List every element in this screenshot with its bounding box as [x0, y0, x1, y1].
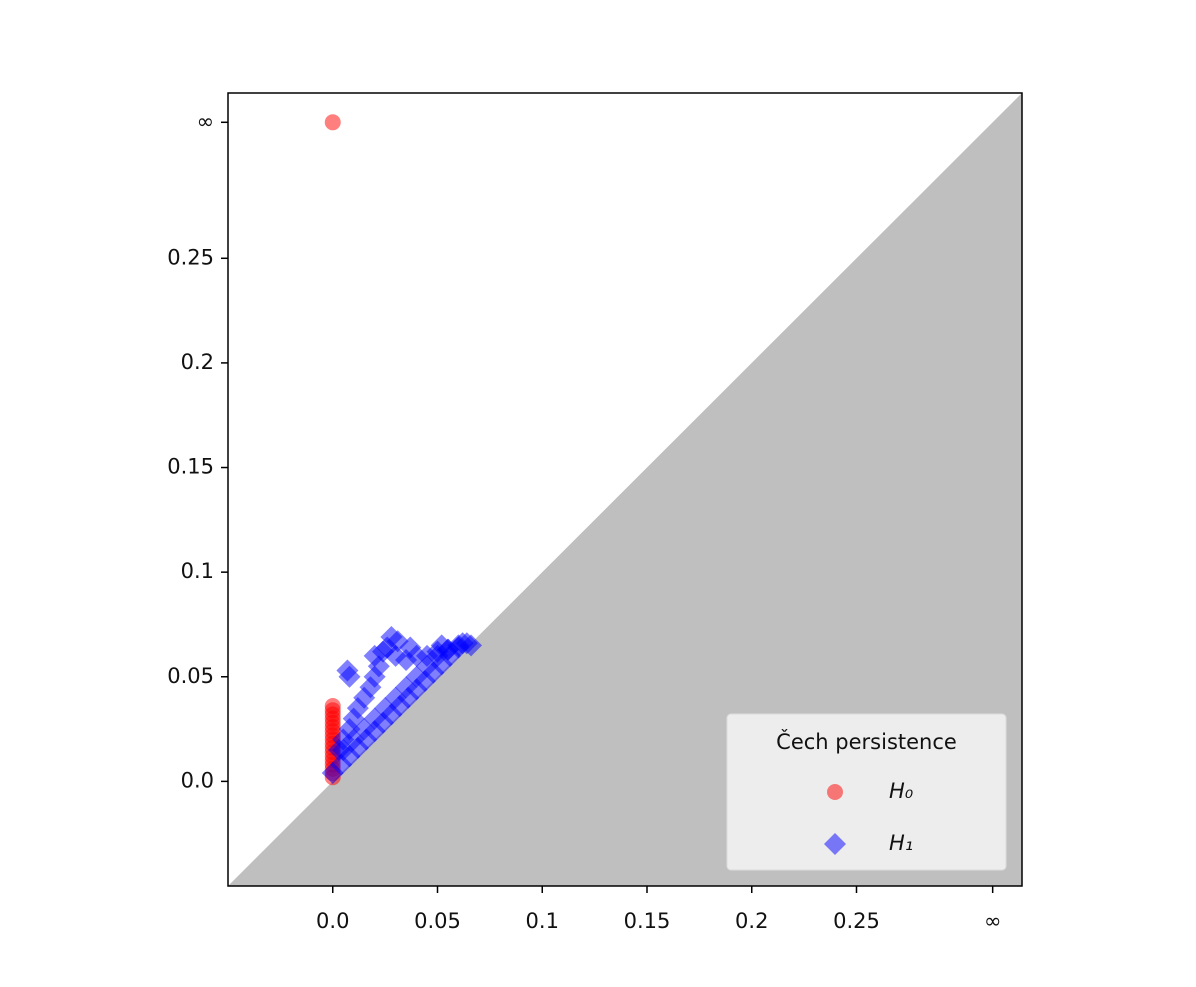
- point: [324, 114, 341, 131]
- point: [430, 634, 453, 657]
- y-tick-label: 0.1: [181, 559, 214, 583]
- point: [460, 634, 483, 657]
- point: [328, 738, 351, 761]
- x-tick-label: 0.0: [316, 909, 349, 933]
- point: [324, 698, 341, 715]
- x-tick-label: 0.1: [526, 909, 559, 933]
- legend-box: [726, 713, 1007, 871]
- x-tick-label: 0.15: [624, 909, 671, 933]
- x-tick-label: 0.25: [833, 909, 880, 933]
- y-tick-label: ∞: [197, 109, 215, 133]
- point: [338, 718, 361, 741]
- legend-marker: [824, 833, 846, 855]
- legend-title: Čech persistence: [776, 729, 957, 754]
- y-tick-label: 0.05: [167, 664, 214, 688]
- y-tick-label: 0.25: [167, 245, 214, 269]
- point: [338, 665, 361, 688]
- y-tick-label: 0.0: [181, 768, 214, 792]
- x-tick-label: ∞: [984, 909, 1002, 933]
- y-tick-label: 0.2: [181, 350, 214, 374]
- legend-marker: [827, 784, 843, 800]
- point: [399, 636, 422, 659]
- legend: Čech persistence H₀ H₁: [726, 713, 1007, 871]
- x-tick-label: 0.2: [735, 909, 768, 933]
- x-tick-label: 0.05: [414, 909, 461, 933]
- y-tick-label: 0.15: [167, 455, 214, 479]
- plot-frame: [227, 92, 1023, 887]
- legend-label: H₁: [889, 831, 913, 855]
- legend-label: H₀: [889, 779, 914, 803]
